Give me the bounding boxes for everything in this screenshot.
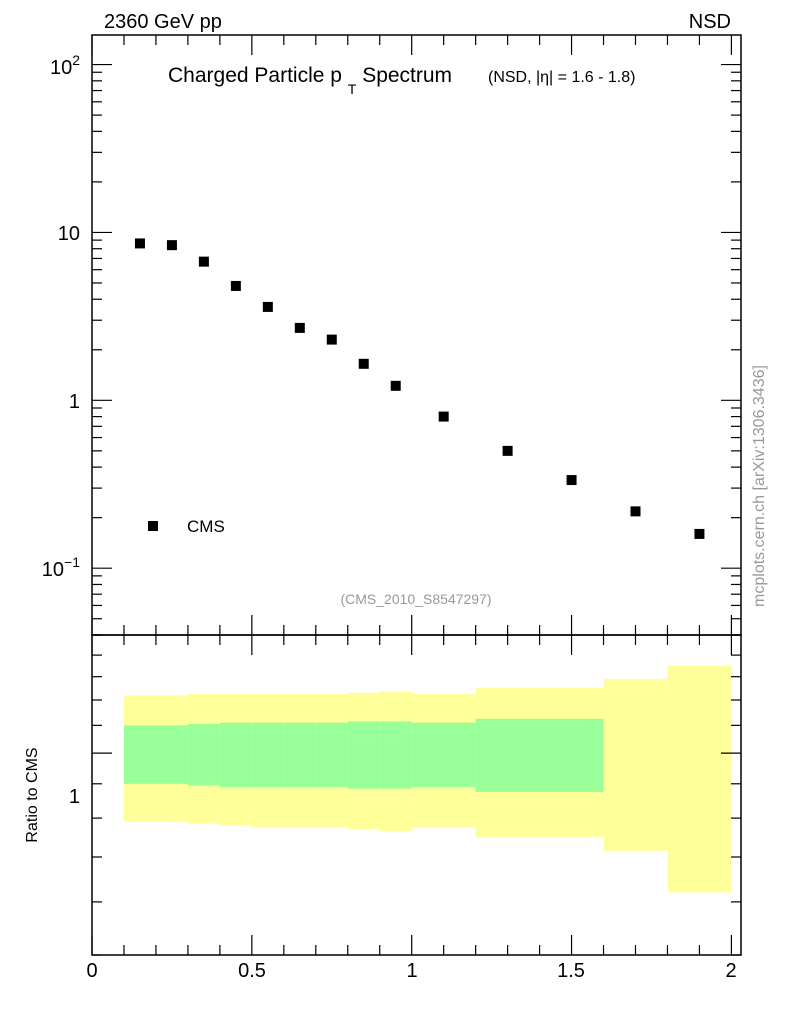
ratio-band-green (187, 724, 220, 786)
data-point (358, 358, 369, 369)
ytick-label-1e-1: 10−1 (42, 554, 80, 581)
data-point (294, 322, 305, 333)
ratio-band-green (411, 722, 476, 788)
ratio-band-green (219, 722, 252, 788)
data-point (134, 238, 145, 249)
ratio-ylabel: Ratio to CMS (24, 747, 41, 842)
ratio-band-green (155, 725, 188, 784)
ratio-axis-ticks (91, 634, 741, 956)
ratio-band-green (315, 722, 348, 788)
header-right: NSD (689, 11, 731, 33)
plot-title: Charged Particle p T Spectrum (168, 64, 452, 99)
xtick-label-1-5: 1.5 (557, 960, 585, 982)
header-left: 2360 GeV pp (104, 11, 222, 33)
top-axis-ticks (91, 35, 741, 636)
ratio-band-yellow (667, 665, 732, 893)
data-point (390, 380, 401, 391)
ytick-label-1e2: 102 (50, 52, 80, 79)
data-point (566, 475, 577, 486)
plot-title-rest: Spectrum (362, 64, 452, 87)
ratio-band-green (347, 721, 380, 789)
side-credit: mcplots.cern.ch [arXiv:1306.3436] (751, 365, 768, 607)
ratio-bands (123, 665, 732, 893)
data-point (166, 240, 177, 251)
ratio-band-green (251, 722, 284, 788)
plot-title-main: Charged Particle p (168, 64, 342, 87)
ratio-band-yellow (603, 678, 668, 851)
xtick-label-0: 0 (86, 960, 97, 982)
data-point (198, 256, 209, 267)
ratio-band-green (379, 721, 412, 789)
xtick-label-2: 2 (725, 960, 736, 982)
data-point (262, 301, 273, 312)
xtick-label-0-5: 0.5 (238, 960, 266, 982)
data-point (438, 411, 449, 422)
plot-title-subscript: T (348, 81, 357, 97)
ytick-label-10: 10 (58, 223, 80, 245)
legend-label: CMS (187, 517, 225, 536)
ytick-label-1: 1 (69, 391, 80, 413)
main-plot-frame (91, 34, 742, 636)
ratio-band-green (283, 722, 316, 788)
plot-title-extra: (NSD, |η| = 1.6 - 1.8) (488, 69, 635, 86)
ratio-plot-frame (91, 634, 742, 956)
data-points (134, 238, 705, 539)
data-point (326, 334, 337, 345)
legend-marker (148, 521, 158, 531)
ratio-ytick-label-1: 1 (69, 786, 80, 808)
xtick-label-1: 1 (406, 960, 417, 982)
ratio-band-green (123, 725, 156, 784)
ratio-band-green (475, 718, 604, 792)
data-point (230, 280, 241, 291)
data-point (694, 528, 705, 539)
analysis-label: (CMS_2010_S8547297) (341, 591, 492, 607)
data-point (630, 506, 641, 517)
data-point (502, 445, 513, 456)
